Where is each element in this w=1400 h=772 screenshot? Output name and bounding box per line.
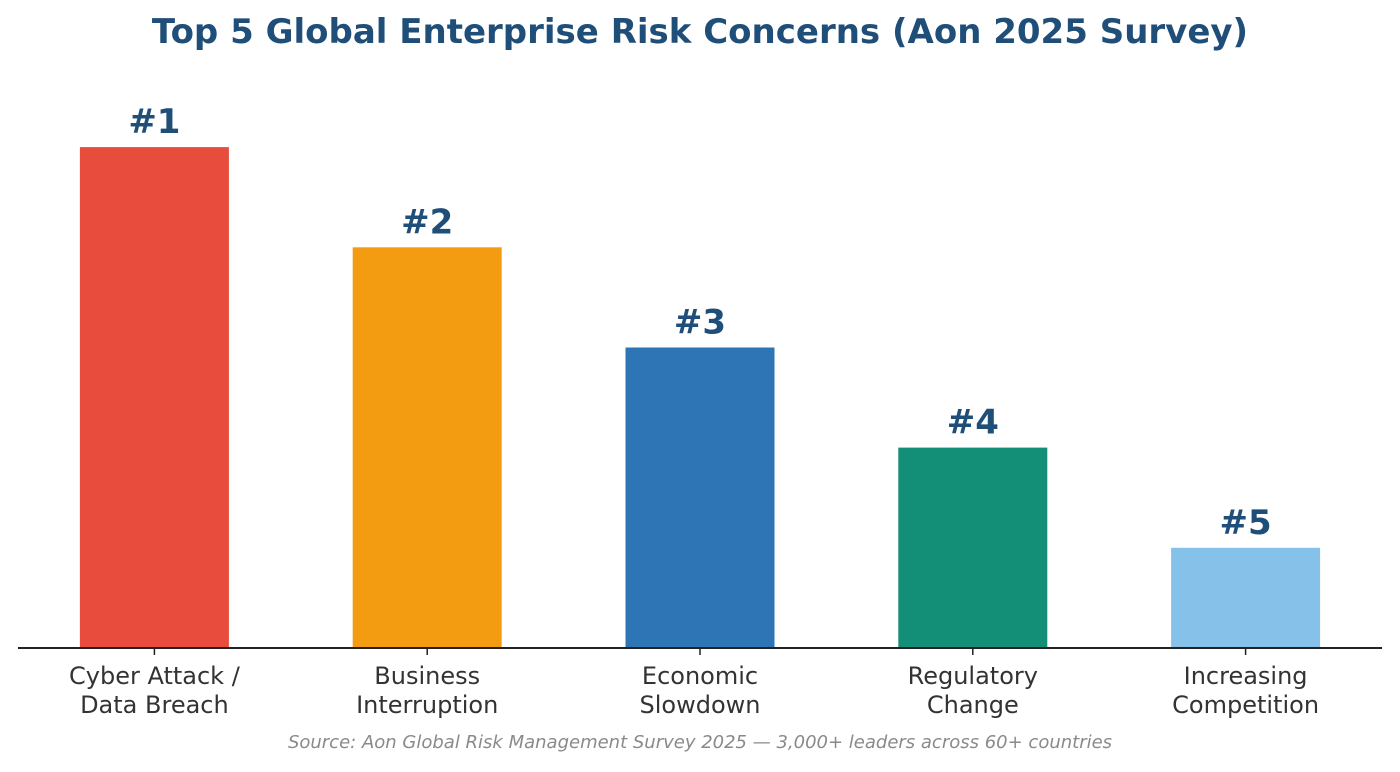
bar-5 — [1171, 547, 1321, 648]
x-tick-label-2: Business Interruption — [356, 662, 498, 719]
x-tick-label-line: Cyber Attack / — [69, 662, 241, 690]
rank-label-5: #5 — [1220, 503, 1272, 543]
rank-label-3: #3 — [674, 303, 726, 343]
x-tick-label-line: Business — [374, 662, 480, 690]
x-tick-label-line: Data Breach — [80, 691, 229, 719]
rank-label-4: #4 — [947, 403, 999, 443]
x-tick-label-line: Competition — [1172, 691, 1319, 719]
x-tick-label-3: Economic Slowdown — [640, 662, 761, 719]
bar-2 — [352, 247, 502, 649]
x-tick-label-1: Cyber Attack / Data Breach — [69, 662, 241, 719]
bar-3 — [625, 347, 775, 648]
bar-4 — [898, 447, 1048, 648]
x-tick-label-line: Increasing — [1184, 662, 1308, 690]
x-tick-label-line: Regulatory — [908, 662, 1038, 690]
x-tick-label-line: Interruption — [356, 691, 498, 719]
bar-1 — [79, 147, 229, 648]
chart-title: Top 5 Global Enterprise Risk Concerns (A… — [151, 12, 1249, 52]
x-tick-label-line: Economic — [642, 662, 758, 690]
x-tick-label-line: Slowdown — [640, 691, 761, 719]
source-note: Source: Aon Global Risk Management Surve… — [287, 732, 1113, 753]
rank-label-2: #2 — [401, 202, 453, 242]
rank-label-1: #1 — [128, 102, 180, 142]
x-tick-label-5: Increasing Competition — [1172, 662, 1319, 719]
x-tick-label-line: Change — [927, 691, 1019, 719]
x-tick-label-4: Regulatory Change — [908, 662, 1038, 719]
